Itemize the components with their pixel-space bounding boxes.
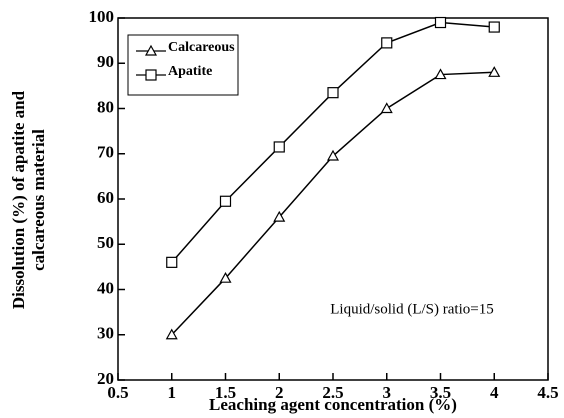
y-tick-label: 60 (97, 188, 114, 207)
data-point (219, 271, 232, 283)
legend-label: Calcareous (168, 40, 235, 55)
x-tick-label: 2 (275, 383, 284, 402)
x-tick-label: 4.5 (537, 383, 558, 402)
y-tick-label: 30 (97, 324, 114, 343)
x-tick-label: 3.5 (430, 383, 451, 402)
data-point (488, 21, 500, 33)
data-point (166, 256, 178, 268)
y-tick-label: 50 (97, 233, 114, 252)
x-axis-label: Leaching agent concentration (%) (209, 395, 457, 414)
data-point (488, 66, 501, 77)
legend-box (127, 34, 239, 96)
data-point (327, 87, 339, 99)
x-tick-label: 0.5 (107, 383, 128, 402)
x-tick-label: 2.5 (322, 383, 343, 402)
x-tick-label: 4 (490, 383, 499, 402)
data-point (165, 328, 178, 340)
x-tick-label: 1 (168, 383, 177, 402)
x-tick-label: 1.5 (215, 383, 236, 402)
y-tick-label: 20 (97, 369, 114, 388)
y-tick-label: 40 (97, 278, 114, 297)
legend-label: Apatite (168, 64, 212, 79)
data-point (434, 16, 447, 29)
data-point (273, 141, 285, 153)
data-point (326, 149, 340, 161)
y-tick-label: 80 (97, 97, 114, 116)
x-tick-label: 3 (383, 383, 392, 402)
y-axis-label-group: Dissolution (%) of apatite and calcareou… (9, 90, 48, 309)
y-tick-label: 90 (97, 52, 114, 71)
legend-marker (145, 69, 157, 81)
y-axis-label: calcareous material (29, 129, 48, 271)
legend-marker (144, 44, 158, 56)
y-tick-label: 70 (97, 143, 114, 162)
data-point (219, 195, 232, 207)
y-axis-label: Dissolution (%) of apatite and (9, 90, 28, 309)
data-point (273, 210, 286, 222)
data-point (381, 37, 393, 49)
data-point (380, 102, 393, 114)
annotation: Liquid/solid (L/S) ratio=15 (330, 301, 493, 317)
data-point (434, 68, 447, 80)
y-tick-label: 100 (89, 7, 115, 26)
